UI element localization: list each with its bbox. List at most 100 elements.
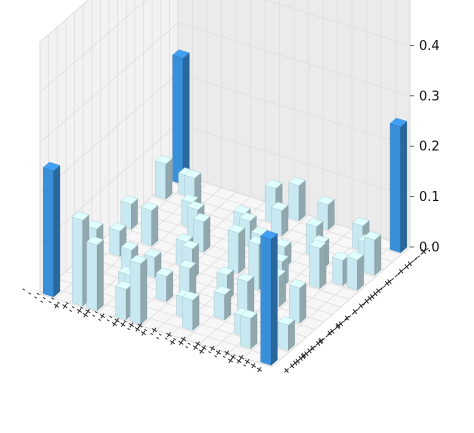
bar-face-top bbox=[317, 195, 335, 206]
bar-face-top bbox=[182, 291, 200, 301]
bar-face-left bbox=[346, 256, 358, 291]
bar-face-left bbox=[109, 227, 121, 257]
bars bbox=[42, 49, 408, 366]
bar-face-top bbox=[120, 195, 138, 205]
bar-face-right bbox=[374, 234, 382, 276]
bar-face-top bbox=[181, 240, 199, 250]
bar-face-top bbox=[172, 49, 190, 59]
bar-face-right bbox=[357, 254, 364, 291]
bar-face-left bbox=[140, 207, 152, 247]
bar-face-right bbox=[165, 158, 173, 200]
bar-face-top bbox=[309, 239, 327, 249]
bar-face-right bbox=[238, 227, 246, 274]
bar-face-top bbox=[181, 193, 199, 204]
grid-line-z bbox=[39, 0, 89, 43]
bar bbox=[86, 236, 104, 312]
z-tick-label: 0.3 bbox=[419, 89, 440, 104]
bar bbox=[288, 176, 306, 222]
bar-face-top bbox=[265, 179, 283, 189]
bar-face-top bbox=[86, 220, 104, 230]
bar-face-right bbox=[279, 270, 286, 308]
bar bbox=[239, 309, 258, 350]
bar-face-left bbox=[389, 123, 401, 254]
bar-face-right bbox=[53, 165, 61, 298]
bar-face-left bbox=[364, 236, 375, 276]
bar-face-right bbox=[319, 242, 327, 290]
bar-highlight bbox=[260, 230, 278, 366]
bar bbox=[236, 272, 255, 318]
bar-face-top bbox=[187, 200, 205, 211]
bar-face-left bbox=[332, 257, 344, 286]
bar-face-right bbox=[298, 179, 306, 222]
bar bbox=[346, 251, 364, 291]
bar-face-right bbox=[182, 52, 190, 185]
bar-face-top bbox=[389, 117, 408, 128]
bar-face-left bbox=[277, 321, 289, 351]
bar-face-top bbox=[144, 248, 162, 258]
bar bbox=[277, 316, 295, 351]
bar-face-left bbox=[43, 167, 54, 298]
bar-face-right bbox=[299, 282, 307, 324]
bar bbox=[140, 201, 159, 247]
bar-face-top bbox=[363, 231, 382, 241]
bar-face-left bbox=[172, 54, 184, 185]
bar-face-left bbox=[260, 235, 272, 366]
bar-face-top bbox=[178, 259, 197, 269]
bar bbox=[155, 267, 174, 303]
bar-face-right bbox=[271, 233, 278, 366]
bar-face-right bbox=[151, 204, 159, 247]
bar-face-left bbox=[289, 284, 300, 324]
bar-face-top bbox=[120, 241, 139, 251]
bar bbox=[289, 279, 307, 324]
bar-face-left bbox=[129, 260, 141, 325]
bar-face-left bbox=[309, 244, 320, 289]
bar-highlight bbox=[389, 117, 408, 254]
bar-face-left bbox=[155, 160, 167, 200]
bar bbox=[363, 231, 382, 276]
bar-face-top bbox=[216, 266, 234, 276]
bar bbox=[120, 195, 138, 230]
bar-face-right bbox=[250, 312, 258, 350]
bar-face-top bbox=[239, 212, 257, 222]
bar-face-top bbox=[184, 169, 202, 179]
bar bbox=[71, 211, 90, 307]
bar-face-right bbox=[203, 216, 211, 253]
bar-highlight bbox=[42, 161, 61, 298]
bar-face-top bbox=[129, 254, 148, 265]
bar-face-top bbox=[140, 201, 159, 211]
bar-face-top bbox=[277, 316, 295, 326]
bar-face-top bbox=[192, 213, 211, 223]
bar-face-left bbox=[86, 241, 98, 311]
z-tick-label: 0.0 bbox=[419, 241, 440, 256]
bar bbox=[155, 155, 173, 200]
bar-face-top bbox=[155, 155, 173, 165]
grid-line-z bbox=[39, 0, 411, 93]
bar-face-top bbox=[239, 309, 258, 319]
bar-face-left bbox=[271, 207, 282, 237]
bar-face-top bbox=[274, 238, 292, 248]
bar-face-top bbox=[289, 279, 307, 289]
z-tick-label: 0.5 bbox=[419, 0, 440, 4]
bar-face-right bbox=[192, 294, 200, 331]
bar-highlight bbox=[172, 49, 190, 185]
bar-face-top bbox=[213, 285, 232, 296]
z-tick-label: 0.4 bbox=[419, 39, 440, 54]
bar-face-top bbox=[109, 222, 127, 232]
bar-face-top bbox=[346, 251, 364, 261]
bar bbox=[227, 224, 246, 274]
bar-face-top bbox=[352, 217, 370, 227]
bar-face-left bbox=[240, 314, 252, 349]
bar-face-right bbox=[140, 257, 148, 325]
bar-face-left bbox=[227, 229, 239, 274]
bar-face-left bbox=[155, 273, 167, 302]
bar-face-top bbox=[288, 176, 306, 186]
bar bbox=[271, 201, 289, 237]
bar-face-top bbox=[305, 217, 324, 228]
bar-face-top bbox=[227, 224, 246, 234]
bar bbox=[332, 251, 350, 287]
bar bbox=[309, 239, 327, 290]
bar-face-top bbox=[233, 205, 251, 215]
bar-face-right bbox=[400, 120, 407, 254]
bar bbox=[213, 285, 232, 321]
